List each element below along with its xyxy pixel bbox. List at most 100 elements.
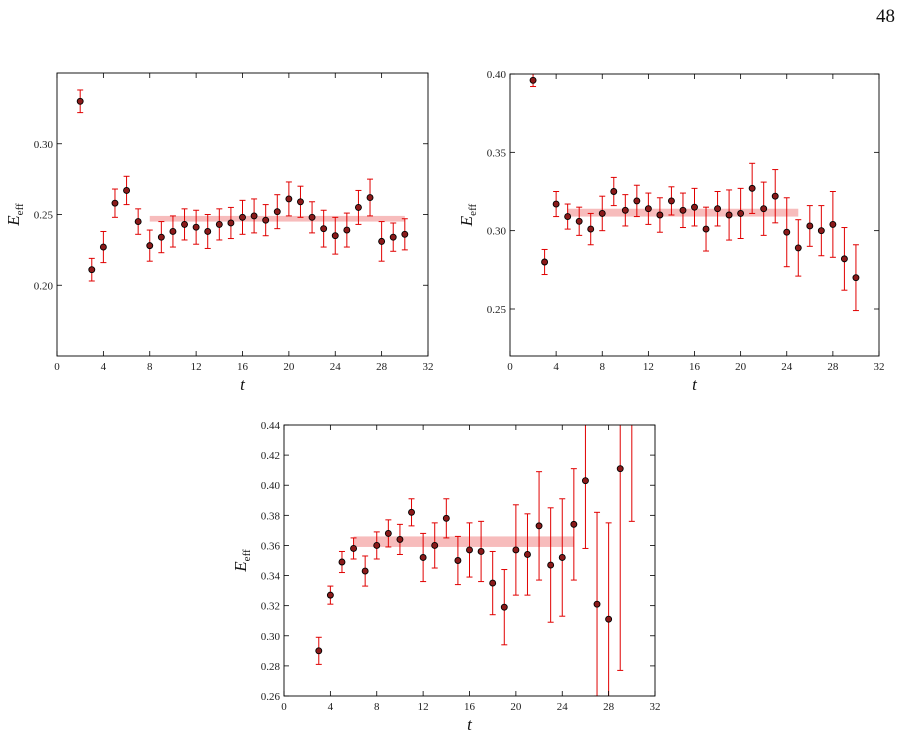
- data-point: [760, 205, 768, 213]
- data-point: [181, 220, 188, 228]
- x-tick-label: 24: [557, 701, 569, 713]
- x-tick-label: 0: [507, 361, 513, 373]
- x-tick-label: 16: [689, 361, 701, 373]
- data-point: [806, 222, 814, 230]
- data-point: [192, 223, 200, 231]
- x-tick-label: 20: [735, 361, 747, 373]
- y-tick-label: 0.42: [261, 450, 280, 462]
- data-point: [215, 220, 223, 228]
- x-tick-label: 12: [191, 361, 202, 373]
- data-point: [489, 579, 497, 587]
- data-point: [466, 546, 473, 554]
- y-axis-title-main: E: [4, 215, 23, 227]
- data-point: [454, 557, 462, 564]
- data-point: [575, 217, 583, 225]
- data-point: [250, 212, 258, 220]
- x-tick-label: 12: [643, 361, 654, 373]
- data-point: [616, 465, 624, 473]
- data-point: [134, 218, 142, 226]
- data-point: [587, 225, 595, 233]
- data-point: [157, 233, 165, 241]
- y-axis-title-main: E: [457, 215, 476, 227]
- data-point: [794, 244, 802, 252]
- x-tick-label: 24: [781, 361, 793, 373]
- data-point: [524, 551, 531, 558]
- data-point: [593, 600, 601, 608]
- data-point: [320, 225, 328, 233]
- x-axis-title: t: [240, 375, 246, 394]
- data-point: [598, 209, 606, 217]
- x-tick-label: 32: [650, 701, 661, 713]
- data-point: [389, 233, 397, 241]
- data-point: [714, 205, 722, 213]
- data-point: [408, 508, 415, 516]
- data-point: [783, 228, 791, 236]
- data-point: [431, 541, 439, 549]
- y-tick-label: 0.32: [261, 601, 280, 613]
- x-tick-label: 0: [54, 361, 60, 373]
- data-point: [547, 561, 555, 569]
- data-point: [366, 194, 374, 201]
- y-axis-title-main: E: [231, 561, 250, 573]
- data-point: [401, 230, 409, 238]
- x-axis-title: t: [692, 375, 698, 394]
- data-point: [667, 197, 675, 205]
- y-tick-label: 0.38: [261, 510, 281, 522]
- data-point: [552, 200, 560, 208]
- error-bar: [628, 425, 635, 522]
- y-tick-label: 0.25: [34, 210, 54, 222]
- y-axis-title-sub: eff: [467, 203, 479, 215]
- chart-3: 0 4 8 12 16 20 24 28 32 0.26 0.28 0.30 0.32 0.34 0.36 0…: [231, 420, 661, 734]
- data-point: [419, 554, 427, 561]
- x-tick-label: 28: [603, 701, 615, 713]
- x-tick-label: 8: [600, 361, 606, 373]
- data-point: [570, 520, 578, 528]
- data-point: [610, 188, 618, 195]
- data-point: [442, 514, 450, 522]
- data-point: [581, 477, 589, 485]
- x-tick-label: 16: [464, 701, 476, 713]
- x-tick-label: 16: [237, 361, 249, 373]
- x-tick-label: 8: [147, 361, 153, 373]
- fit-band: [353, 536, 574, 547]
- page-number: 48: [876, 6, 895, 27]
- y-tick-label: 0.40: [487, 69, 507, 81]
- x-tick-label: 32: [423, 361, 434, 373]
- x-tick-label: 0: [281, 701, 287, 713]
- y-tick-label: 0.36: [261, 540, 281, 552]
- data-point: [512, 546, 520, 554]
- data-point: [702, 225, 710, 233]
- y-tick-label: 0.30: [34, 139, 54, 151]
- data-point: [621, 206, 629, 214]
- data-point: [373, 541, 381, 549]
- data-point: [529, 76, 537, 84]
- data-point: [76, 97, 84, 105]
- y-axis-title: Eeff: [231, 549, 253, 573]
- x-tick-label: 28: [827, 361, 839, 373]
- x-tick-label: 24: [330, 361, 342, 373]
- data-point: [541, 258, 549, 266]
- y-tick-label: 0.25: [487, 304, 507, 316]
- y-tick-label: 0.30: [487, 226, 507, 238]
- data-point: [204, 228, 212, 235]
- data-point: [691, 203, 698, 211]
- y-axis-title: Eeff: [4, 203, 26, 227]
- plot-area: [529, 74, 860, 312]
- data-point: [564, 213, 572, 221]
- data-point: [262, 216, 270, 224]
- data-point: [146, 242, 154, 250]
- x-tick-label: 28: [376, 361, 388, 373]
- x-tick-label: 12: [418, 701, 429, 713]
- x-tick-label: 20: [510, 701, 522, 713]
- x-tick-label: 32: [874, 361, 885, 373]
- data-point: [396, 535, 404, 543]
- data-point: [378, 237, 386, 245]
- data-point: [297, 198, 304, 206]
- x-tick-label: 8: [374, 701, 380, 713]
- data-point: [123, 186, 131, 194]
- data-point: [477, 548, 485, 555]
- data-point: [361, 567, 369, 575]
- data-point: [315, 647, 323, 655]
- data-point: [605, 615, 613, 623]
- y-tick-label: 0.20: [34, 280, 54, 292]
